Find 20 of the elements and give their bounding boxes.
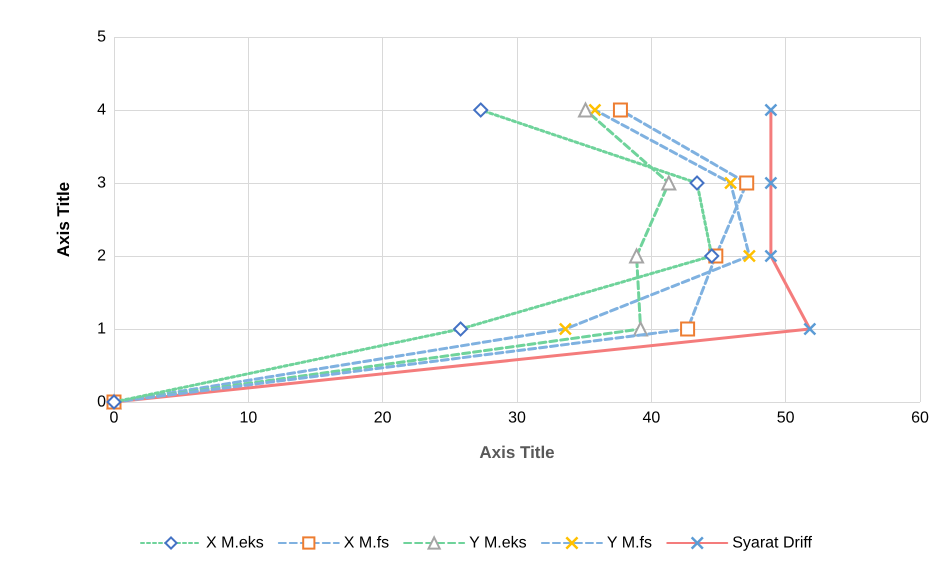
x-tick-label: 50 — [776, 410, 795, 426]
legend-label: Y M.eks — [469, 534, 527, 552]
x-tick-label: 0 — [110, 410, 119, 426]
legend-label: X M.fs — [344, 534, 390, 552]
y-tick-label: 4 — [97, 102, 106, 118]
legend-label: X M.eks — [206, 534, 264, 552]
y-tick-label: 2 — [97, 248, 106, 264]
x-tick-label: 10 — [239, 410, 258, 426]
y-axis-title: Axis Title — [54, 182, 73, 258]
x-tick-label: 40 — [642, 410, 660, 426]
y-tick-label: 1 — [97, 320, 106, 338]
x-tick-label: 30 — [508, 410, 526, 426]
x-axis-title: Axis Title — [479, 443, 555, 462]
legend-label: Y M.fs — [606, 534, 652, 552]
x-tick-label: 60 — [911, 410, 929, 426]
y-tick-label: 5 — [97, 28, 106, 46]
y-tick-label: 0 — [97, 394, 106, 410]
legend-label: Syarat Driff — [732, 534, 813, 552]
x-tick-label: 20 — [374, 410, 392, 426]
y-tick-label: 3 — [97, 174, 106, 192]
